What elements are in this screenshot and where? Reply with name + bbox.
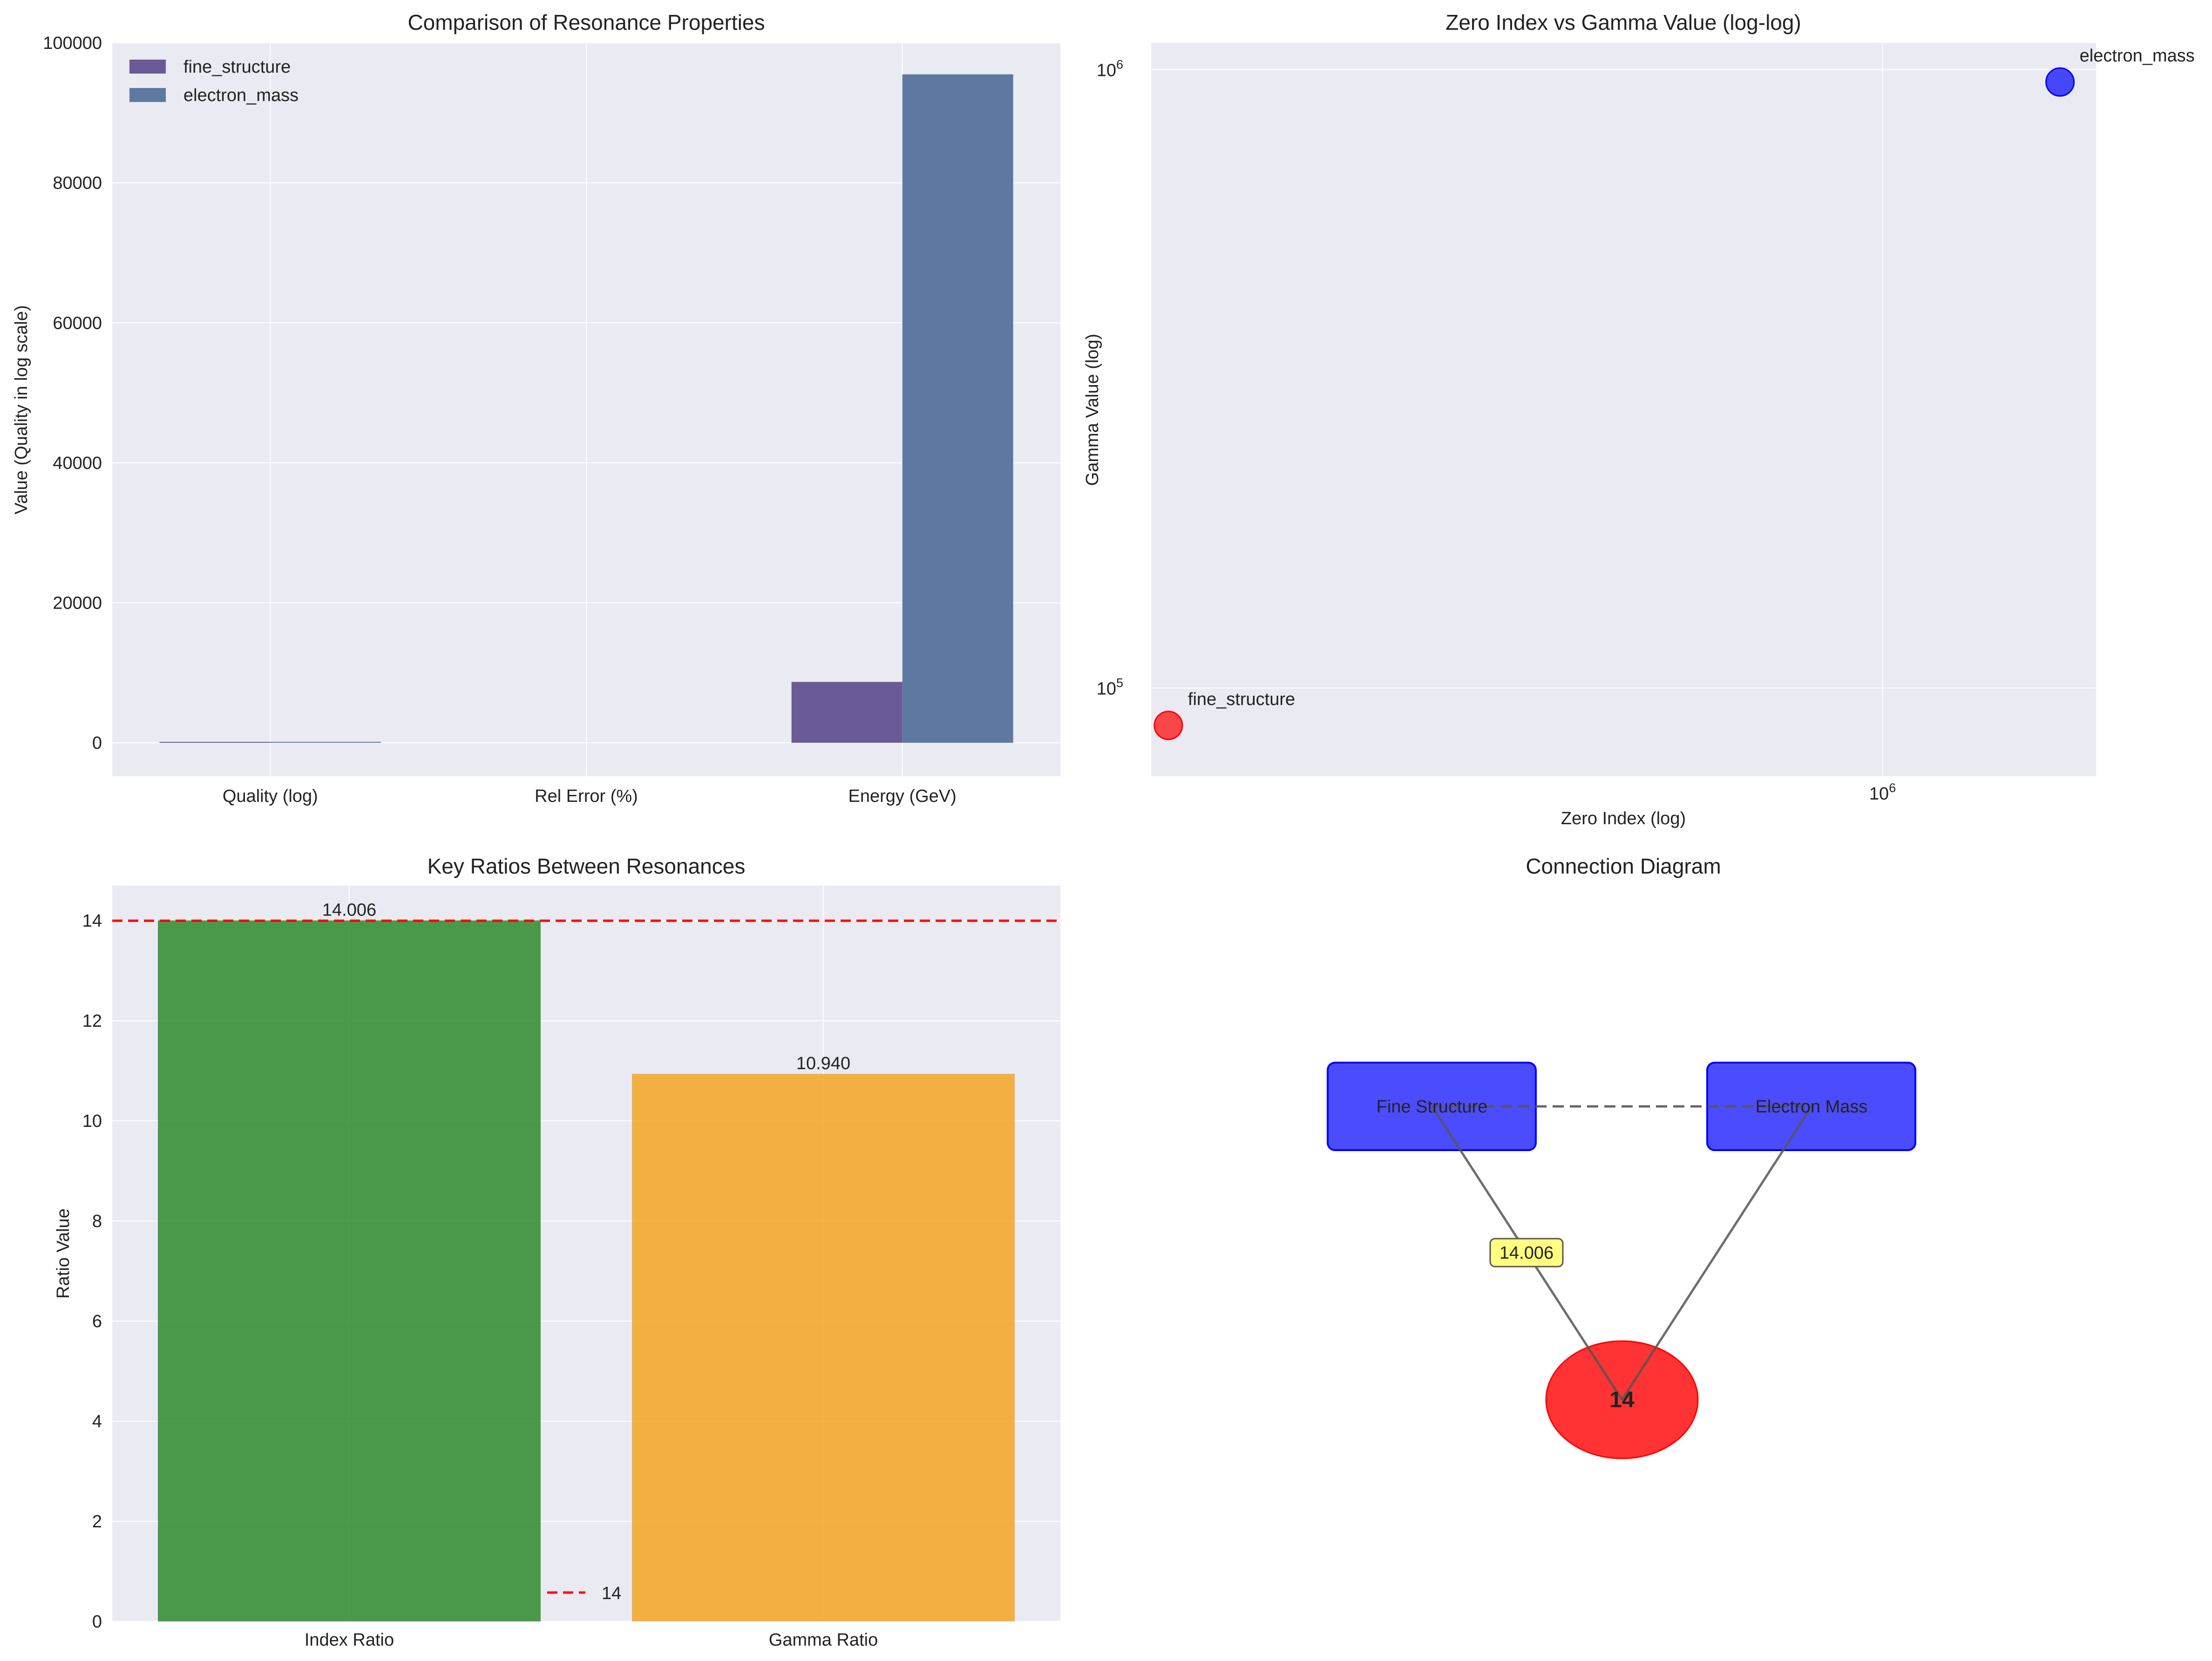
bar-fine-structure: [159, 742, 271, 743]
y-axis-label: Value (Quality in log scale): [12, 305, 31, 514]
y-axis-label: Gamma Value (log): [1083, 334, 1102, 486]
y-tick-label: 4: [92, 1412, 102, 1431]
y-tick-label: 80000: [53, 174, 102, 193]
y-tick-label: 2: [92, 1512, 102, 1532]
edge-label-box: [1489, 1238, 1564, 1268]
bar-value-label: 14.006: [322, 901, 376, 920]
bars: 14.006 10.940: [158, 901, 1015, 1621]
x-tick-label: Quality (log): [223, 786, 318, 806]
edge-label: 14.006: [1500, 1243, 1554, 1263]
y-tick-label: 12: [82, 1011, 102, 1031]
y-tick-label: 14: [82, 911, 102, 931]
bar-gamma-ratio: [632, 1074, 1015, 1621]
legend-swatch-electron-mass: [129, 88, 166, 102]
plot-area: [1151, 43, 2096, 776]
x-axis-label: Zero Index (log): [1561, 809, 1686, 828]
legend-label-fine-structure: fine_structure: [183, 57, 291, 77]
y-tick-label: 40000: [53, 454, 102, 473]
y-ticks: 0 2 4 6 8 10 12 14: [82, 911, 102, 1632]
bar-value-label: 10.940: [796, 1054, 850, 1073]
y-tick-label: 20000: [53, 594, 102, 613]
node-label-fine-structure: Fine Structure: [1377, 1097, 1488, 1117]
y-tick-label: 0: [92, 1612, 102, 1632]
x-tick-label: Index Ratio: [305, 1630, 394, 1650]
y-tick-label: 100000: [43, 34, 102, 53]
chart-title: Connection Diagram: [1526, 854, 1721, 878]
legend: fine_structure electron_mass: [129, 57, 299, 105]
y-tick-label: 10: [82, 1112, 102, 1131]
panel-connection-diagram: Connection Diagram Fine Structure Electr…: [1327, 854, 1916, 1459]
node-label-electron-mass: Electron Mass: [1756, 1097, 1868, 1117]
legend-label-reference: 14: [602, 1584, 621, 1603]
x-tick-label: Energy (GeV): [848, 786, 957, 806]
y-axis-label: Ratio Value: [54, 1208, 73, 1299]
legend: 14: [547, 1584, 621, 1603]
bars: [159, 74, 1013, 743]
y-tick-label: 6: [92, 1312, 102, 1331]
chart-title: Zero Index vs Gamma Value (log-log): [1445, 10, 1801, 34]
point-label: electron_mass: [2080, 46, 2195, 66]
grid: [1151, 43, 2096, 776]
legend-swatch-fine-structure: [129, 60, 166, 74]
chart-title: Key Ratios Between Resonances: [427, 854, 746, 878]
panel-resonance-comparison: 0 20000 40000 60000 80000 100000 Quality (log…: [12, 10, 1060, 806]
point-electron-mass: [2045, 67, 2075, 97]
y-tick-label: 0: [92, 733, 102, 753]
node-label-hub: 14: [1609, 1388, 1635, 1412]
x-ticks: Index Ratio Gamma Ratio: [305, 1630, 878, 1650]
point-label: fine_structure: [1188, 690, 1295, 709]
y-tick-label: 60000: [53, 313, 102, 333]
x-tick-label: Rel Error (%): [535, 786, 638, 806]
y-ticks: 0 20000 40000 60000 80000 100000: [43, 34, 102, 753]
point-fine-structure: [1153, 711, 1183, 740]
bar-index-ratio: [158, 920, 541, 1621]
legend-label-electron-mass: electron_mass: [183, 86, 299, 105]
bar-fine-structure: [791, 682, 902, 743]
points: fine_structure electron_mass: [1153, 46, 2195, 740]
y-tick-label: 8: [92, 1212, 102, 1231]
panel-key-ratios: 14.006 10.940 0 2 4 6 8 10 12 14 Index Ratio Gamm…: [54, 854, 1060, 1650]
bar-electron-mass: [270, 742, 381, 743]
bar-electron-mass: [902, 74, 1013, 743]
x-ticks: Quality (log) Rel Error (%) Energy (GeV): [223, 786, 957, 806]
edge-electron-hub: [1621, 1105, 1813, 1401]
chart-title: Comparison of Resonance Properties: [407, 10, 765, 34]
x-tick-label: Gamma Ratio: [769, 1630, 878, 1650]
